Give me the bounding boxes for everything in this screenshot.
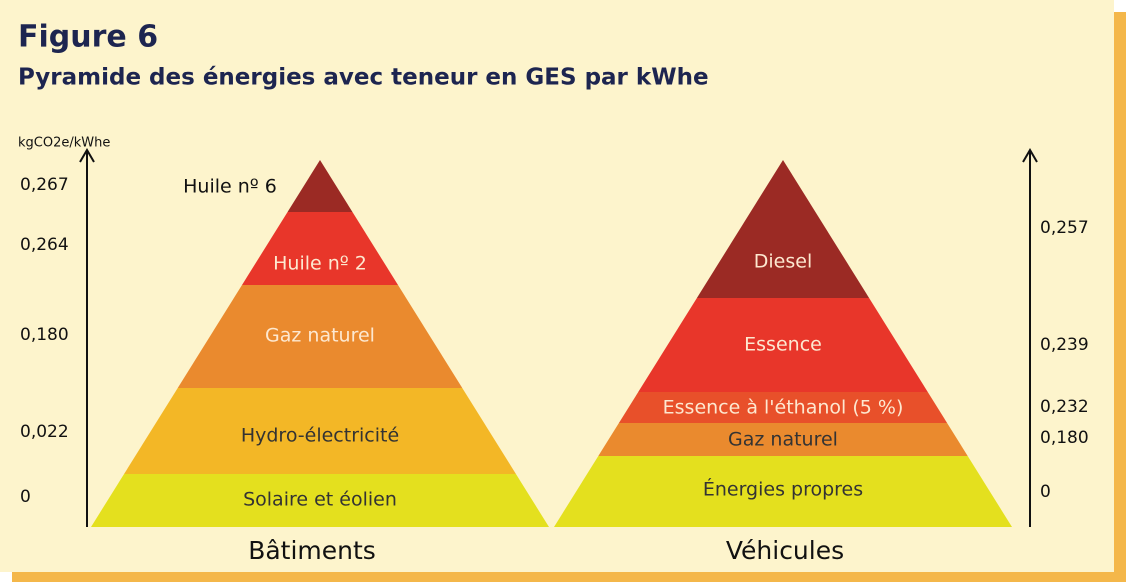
pyramid-layer <box>242 212 398 285</box>
layer-label: Huile nº 6 <box>183 176 277 198</box>
value-label: 0,180 <box>20 325 69 345</box>
pyramid-layer <box>618 392 948 423</box>
value-label: 0,267 <box>20 175 69 195</box>
value-label: 0,180 <box>1040 428 1089 448</box>
pyramid-layer <box>177 285 463 388</box>
pyramid-layer <box>91 474 549 527</box>
value-label: 0 <box>20 487 31 507</box>
value-label: 0,239 <box>1040 335 1089 355</box>
value-label: 0 <box>1040 482 1051 502</box>
pyramid-layer <box>598 423 968 456</box>
layer-label: Diesel <box>754 251 812 273</box>
value-label: 0,257 <box>1040 218 1089 238</box>
layer-label: Solaire et éolien <box>243 489 397 511</box>
pyramid-layer <box>638 298 928 392</box>
figure-label: Figure 6 <box>18 20 158 55</box>
pyramid-layer <box>554 456 1012 527</box>
value-label: 0,264 <box>20 235 69 255</box>
arrow-head <box>79 148 95 163</box>
layer-label: Essence à l'éthanol (5 %) <box>663 397 904 419</box>
pyramid-layer <box>124 388 516 474</box>
layer-label: Gaz naturel <box>728 429 838 451</box>
unit-label: kgCO2e/kWhe <box>18 136 110 151</box>
layer-label: Essence <box>744 334 822 356</box>
pyramid-name: Véhicules <box>726 536 844 565</box>
layer-label: Gaz naturel <box>265 325 375 347</box>
pyramid-name: Bâtiments <box>248 536 376 565</box>
value-label: 0,232 <box>1040 397 1089 417</box>
pyramid-layer <box>696 160 870 298</box>
layer-label: Énergies propres <box>703 478 863 501</box>
title: Pyramide des énergies avec teneur en GES… <box>18 65 709 91</box>
layer-label: Huile nº 2 <box>273 253 367 275</box>
value-label: 0,022 <box>20 422 69 442</box>
pyramid-layer <box>287 160 353 212</box>
arrow-head <box>1022 148 1038 163</box>
layer-label: Hydro-électricité <box>241 425 399 447</box>
